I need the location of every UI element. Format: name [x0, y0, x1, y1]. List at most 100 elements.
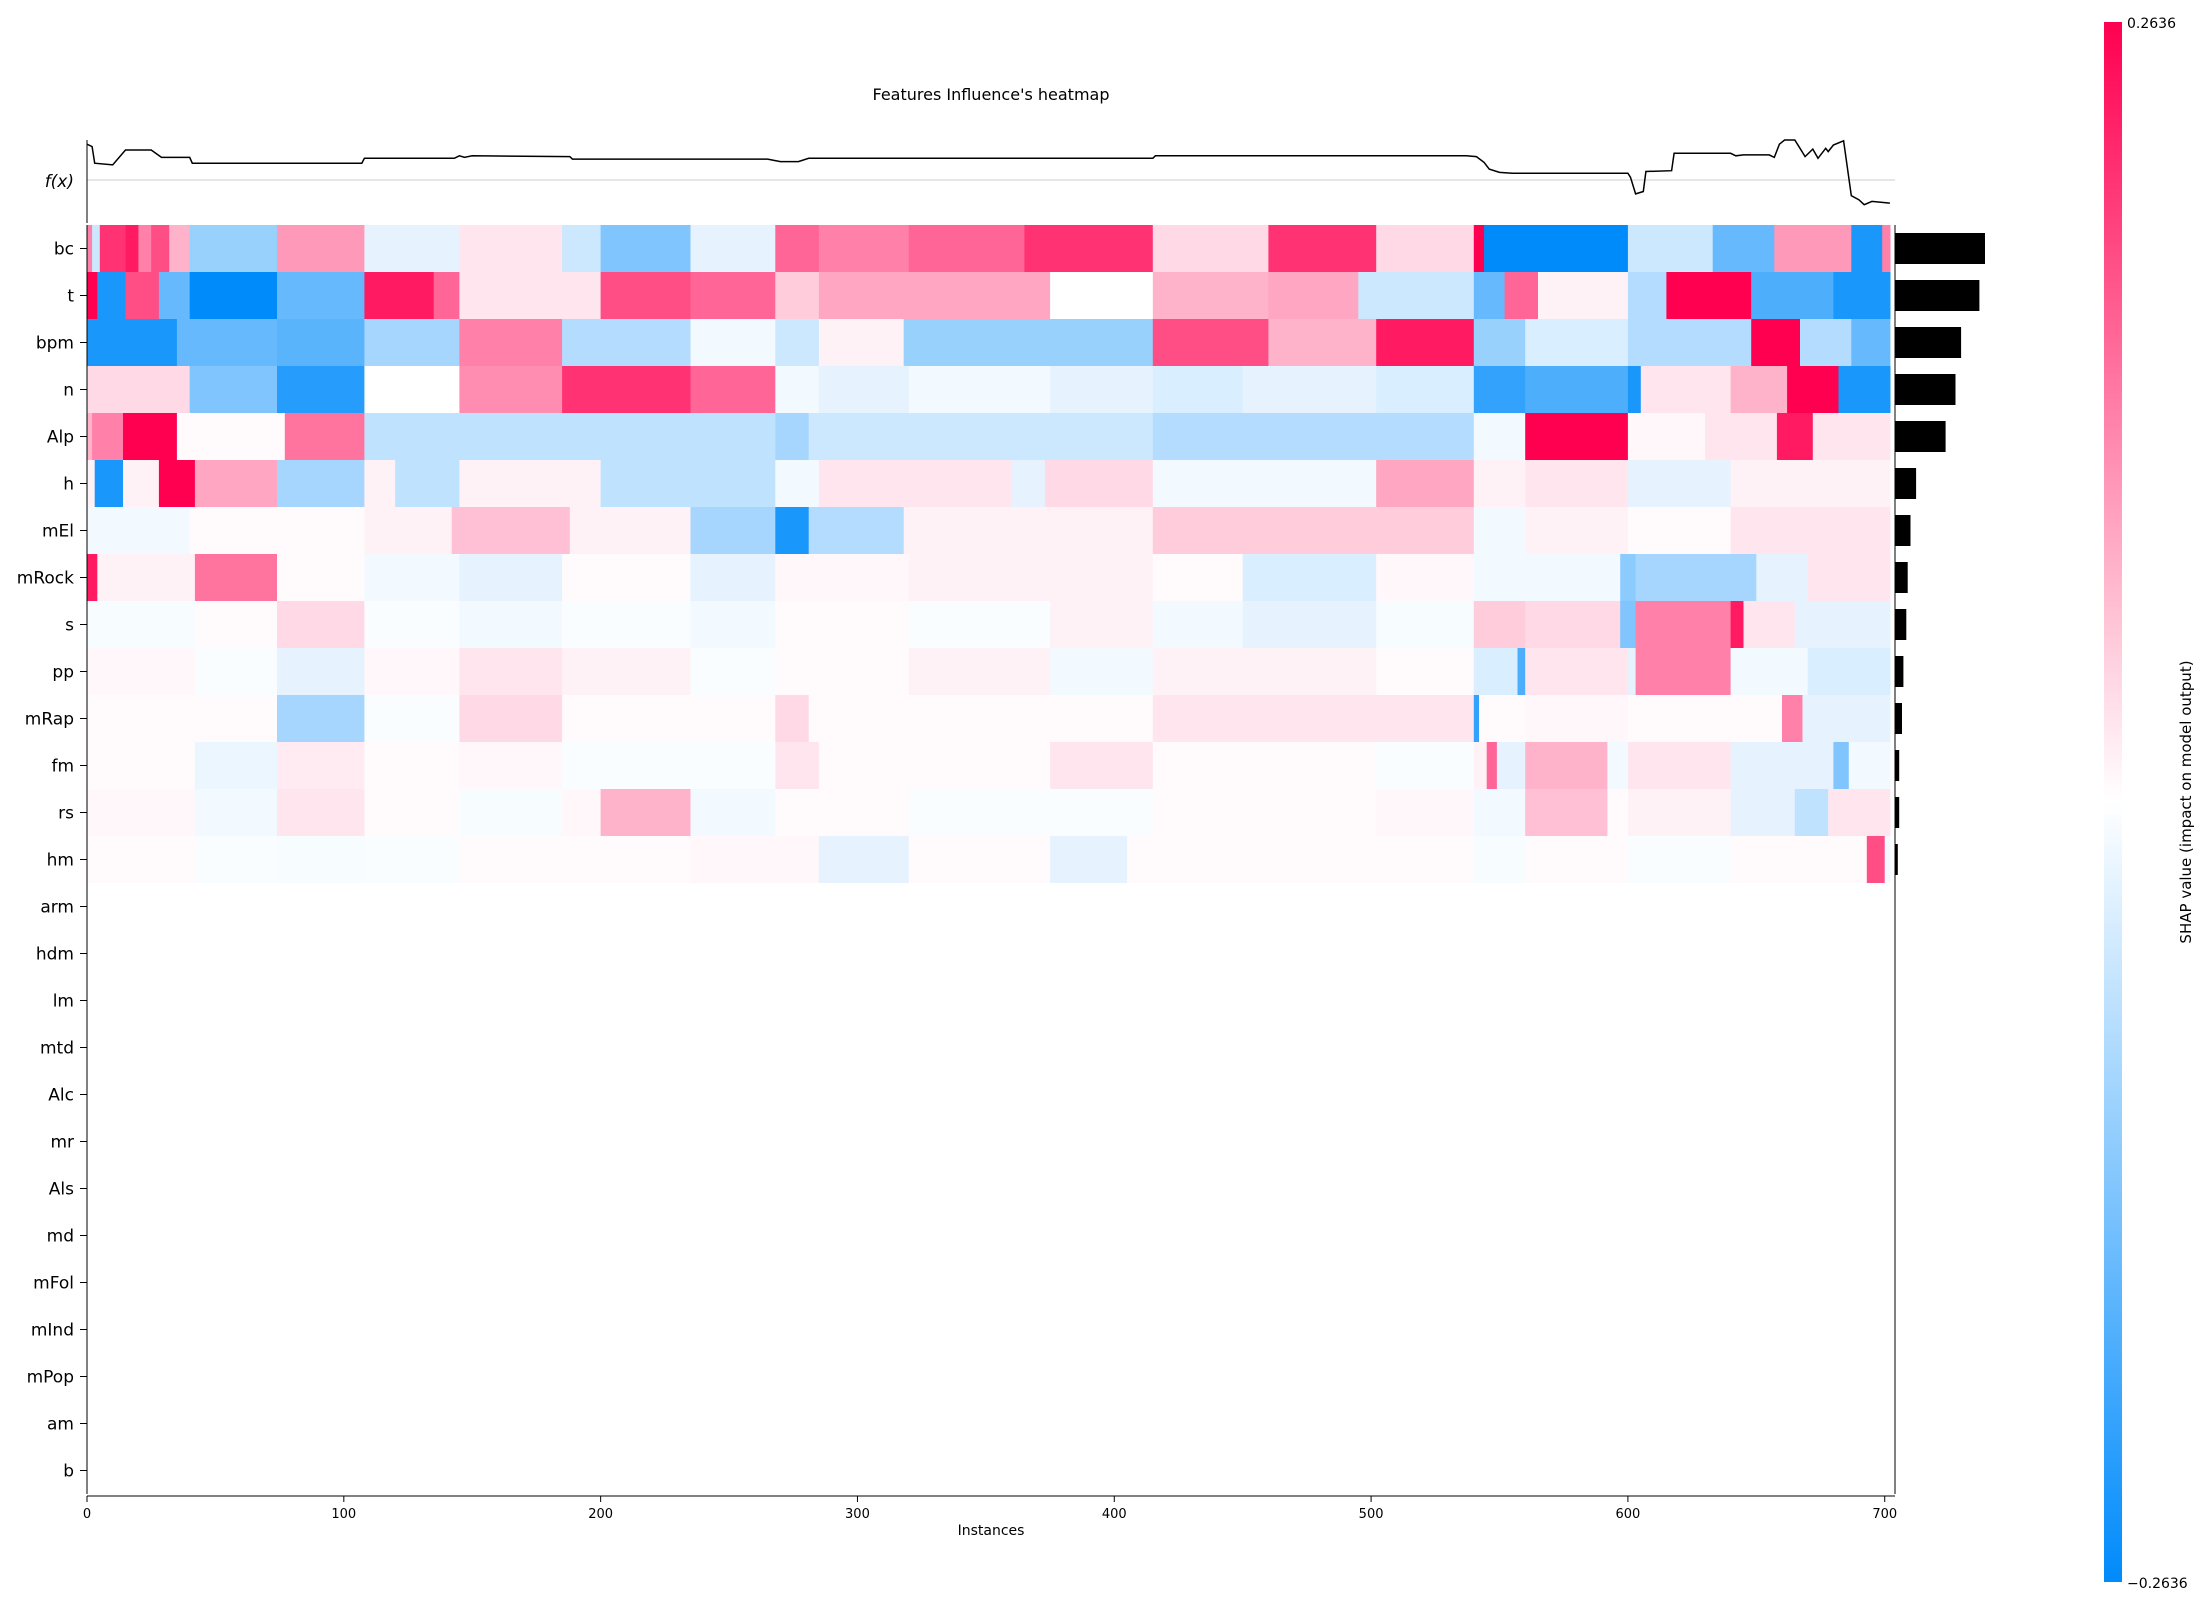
- heat-cell-bc: [1024, 225, 1154, 272]
- heat-cell-n: [818, 366, 910, 413]
- heat-cell-mRock: [194, 554, 278, 601]
- importance-bar-fm: [1895, 750, 1900, 781]
- heat-cell-rs: [600, 789, 692, 836]
- heat-cell-t: [1358, 272, 1475, 319]
- heat-cell-bpm: [364, 319, 460, 366]
- heat-cell-h: [123, 460, 160, 507]
- heat-cell-t: [158, 272, 191, 319]
- heat-cell-Alp: [1776, 413, 1814, 460]
- heat-cell-mEl: [451, 507, 571, 554]
- heat-cell-hm: [1473, 836, 1526, 883]
- heat-cell-hm: [690, 836, 820, 883]
- heat-cell-fm: [1376, 742, 1475, 789]
- heat-cell-s: [775, 601, 910, 648]
- heat-cell-bc: [364, 225, 460, 272]
- heat-cell-bc: [562, 225, 602, 272]
- heat-cell-rs: [908, 789, 1154, 836]
- heat-cell-mEl: [189, 507, 365, 554]
- heat-cell-hm: [1050, 836, 1128, 883]
- heat-cell-fm: [562, 742, 776, 789]
- heat-cell-h: [87, 460, 96, 507]
- heat-cell-pp: [775, 648, 910, 695]
- importance-bar-bc: [1895, 233, 1985, 264]
- heat-cell-n: [87, 366, 191, 413]
- heat-cell-mRock: [1756, 554, 1809, 601]
- heat-cell-Alp: [1812, 413, 1891, 460]
- heat-cell-rs: [87, 789, 196, 836]
- feature-label-bc: bc: [54, 240, 74, 260]
- heat-cell-mRock: [1152, 554, 1244, 601]
- feature-label-mFol: mFol: [33, 1274, 74, 1294]
- heat-cell-s: [277, 601, 365, 648]
- heat-cell-t: [1751, 272, 1834, 319]
- heat-cell-n: [1525, 366, 1629, 413]
- heat-cell-fm: [1525, 742, 1608, 789]
- heat-cell-pp: [364, 648, 460, 695]
- heat-cell-bc: [189, 225, 278, 272]
- heat-cell-h: [158, 460, 196, 507]
- heat-cell-hm: [818, 836, 910, 883]
- heat-cell-fm: [1730, 742, 1834, 789]
- heat-cell-bc: [690, 225, 776, 272]
- heat-cell-t: [1538, 272, 1629, 319]
- heat-cell-n: [1152, 366, 1244, 413]
- heat-cell-mRock: [562, 554, 692, 601]
- heat-cell-hm: [194, 836, 278, 883]
- heat-cell-mRap: [1627, 695, 1783, 742]
- heat-cell-h: [775, 460, 820, 507]
- heat-cell-mRock: [87, 554, 98, 601]
- heat-cell-rs: [277, 789, 365, 836]
- feature-label-arm: arm: [40, 898, 74, 918]
- heat-cell-t: [1666, 272, 1752, 319]
- heat-cell-Alp: [123, 413, 178, 460]
- heat-cell-bc: [1774, 225, 1852, 272]
- feature-label-fm: fm: [51, 757, 74, 777]
- heat-cell-t: [87, 272, 98, 319]
- heat-cell-t: [600, 272, 692, 319]
- heat-cell-bc: [1882, 225, 1891, 272]
- heat-cell-t: [459, 272, 602, 319]
- heat-cell-fm: [194, 742, 278, 789]
- heat-cell-Alp: [1473, 413, 1526, 460]
- heat-cell-fm: [1848, 742, 1891, 789]
- heat-cell-s: [908, 601, 1051, 648]
- heat-cell-bpm: [903, 319, 1154, 366]
- feature-label-bpm: bpm: [36, 334, 74, 354]
- heat-cell-bpm: [1751, 319, 1801, 366]
- heat-cell-mEl: [569, 507, 692, 554]
- heat-cell-fm: [818, 742, 1051, 789]
- heat-cell-mRap: [459, 695, 563, 742]
- heat-cell-rs: [1730, 789, 1796, 836]
- heat-cell-t: [775, 272, 820, 319]
- heat-cell-h: [1044, 460, 1154, 507]
- heat-cell-mRock: [1473, 554, 1526, 601]
- x-tick-label: 0: [83, 1507, 91, 1522]
- heat-cell-t: [690, 272, 776, 319]
- heat-cell-mRock: [1620, 554, 1637, 601]
- importance-bar-s: [1895, 609, 1907, 640]
- heat-cell-bpm: [1800, 319, 1852, 366]
- heat-cell-s: [690, 601, 776, 648]
- heat-cell-t: [818, 272, 910, 319]
- heat-cell-fm: [1607, 742, 1629, 789]
- heat-cell-hm: [1866, 836, 1886, 883]
- heat-cell-mEl: [1627, 507, 1732, 554]
- heat-cell-n: [1376, 366, 1475, 413]
- heat-cell-t: [1268, 272, 1359, 319]
- heat-cell-bpm: [690, 319, 776, 366]
- heat-cell-rs: [1473, 789, 1526, 836]
- feature-label-mRap: mRap: [25, 710, 74, 730]
- heat-cell-bc: [151, 225, 170, 272]
- heat-cell-mRap: [1473, 695, 1480, 742]
- heat-cell-s: [87, 601, 196, 648]
- heat-cell-s: [459, 601, 563, 648]
- heat-cell-rs: [1794, 789, 1829, 836]
- heat-cell-mEl: [364, 507, 453, 554]
- heat-cell-h: [1011, 460, 1046, 507]
- heat-cell-mRock: [459, 554, 563, 601]
- heat-cell-n: [775, 366, 820, 413]
- heat-cell-h: [395, 460, 460, 507]
- heat-cell-pp: [1376, 648, 1475, 695]
- heat-cell-s: [1635, 601, 1732, 648]
